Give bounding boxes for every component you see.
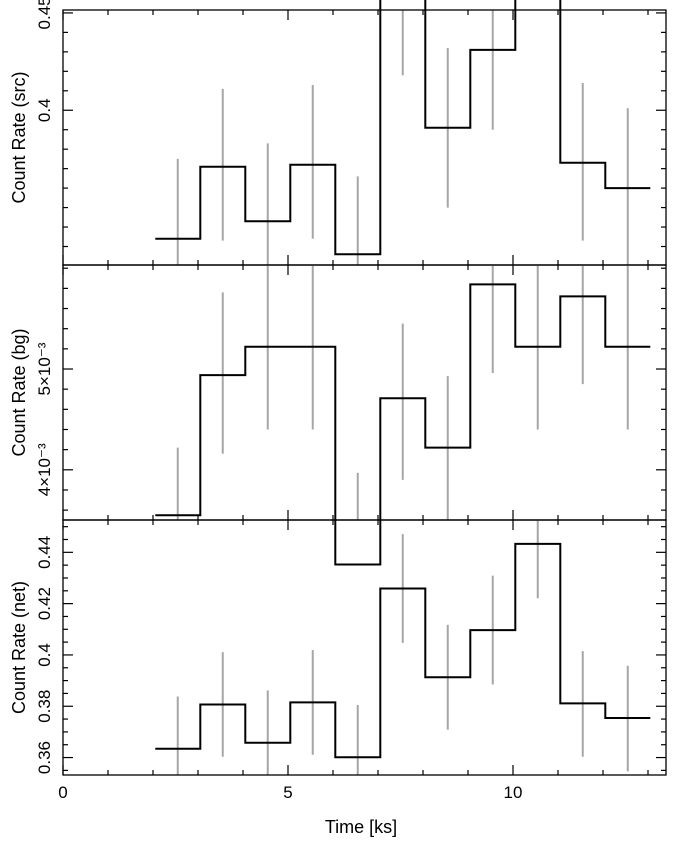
panel-bg: 4×10⁻³ 5×10⁻³ Count Rate (bg) [9, 264, 667, 566]
src-ytick-label: 0.4 [35, 98, 54, 122]
x-tick-labels: 0 5 10 [58, 783, 522, 802]
net-plot-frame [62, 519, 667, 776]
src-step-line [155, 0, 651, 256]
x-tick-label: 5 [283, 783, 292, 802]
src-ytick-labels: 0.4 0.45 [35, 0, 54, 122]
net-ytick-label: 0.42 [35, 587, 54, 620]
net-ytick-labels: 0.36 0.38 0.4 0.42 0.44 [35, 536, 54, 774]
bg-ytick-labels: 4×10⁻³ 5×10⁻³ [35, 342, 54, 496]
src-y-axis-label: Count Rate (src) [9, 71, 29, 203]
x-tick-label: 10 [504, 783, 523, 802]
x-tick-label: 0 [58, 783, 67, 802]
net-y-axis-label: Count Rate (net) [9, 581, 29, 714]
bg-ytick-label: 5×10⁻³ [35, 342, 54, 395]
src-plot-frame [62, 9, 667, 266]
net-ytick-label: 0.36 [35, 741, 54, 774]
src-ytick-label: 0.45 [35, 0, 54, 29]
net-step-line [155, 542, 651, 759]
bg-ytick-label: 4×10⁻³ [35, 443, 54, 496]
panel-net: 0.36 0.38 0.4 0.42 0.44 Count Rate (net) 0 5 1… [9, 519, 667, 802]
net-ytick-label: 0.38 [35, 690, 54, 723]
src-ticks [62, 10, 666, 265]
net-ytick-label: 0.44 [35, 536, 54, 569]
bg-y-axis-label: Count Rate (bg) [9, 328, 29, 456]
panel-src: 0.4 0.45 Count Rate (src) [9, 0, 667, 266]
bg-plot-frame [62, 264, 667, 521]
net-ticks [62, 520, 666, 775]
bg-ticks [62, 265, 666, 520]
bg-step-line [155, 283, 651, 566]
net-ytick-label: 0.4 [35, 643, 54, 667]
x-axis-label: Time [ks] [325, 817, 397, 837]
